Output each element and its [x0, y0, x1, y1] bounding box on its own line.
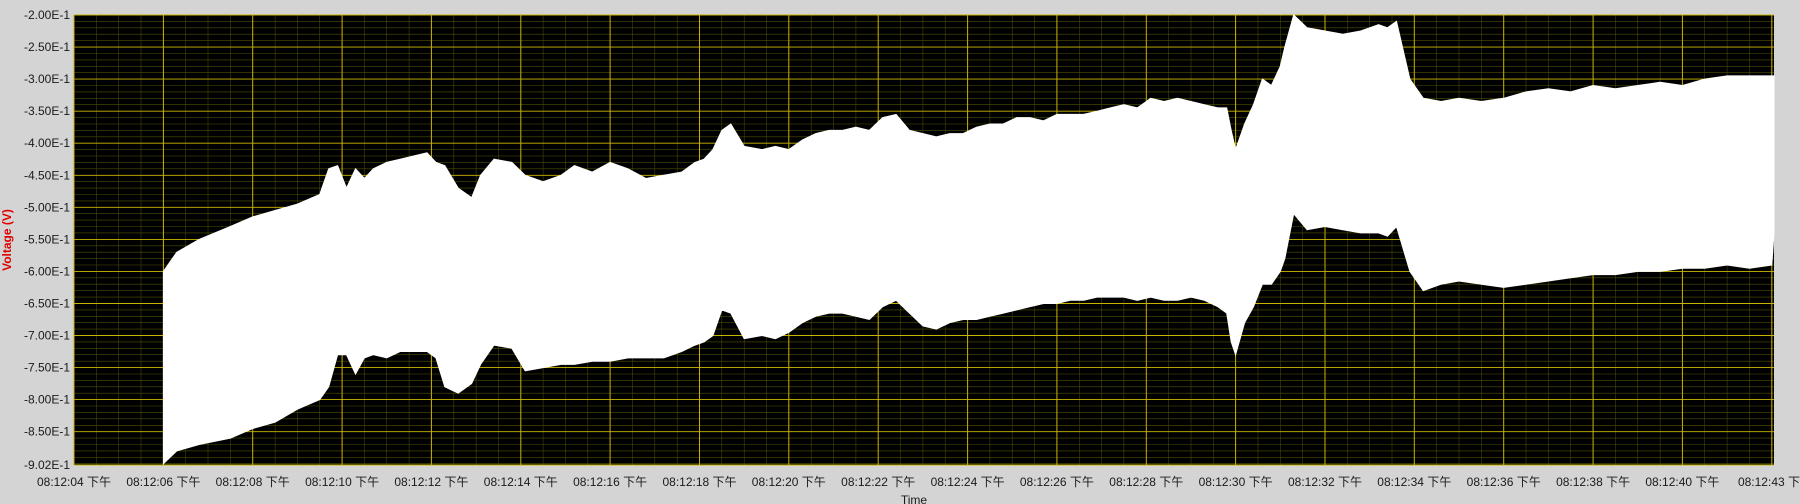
y-tick-label: -6.00E-1 — [24, 264, 70, 278]
y-tick-label: -3.00E-1 — [24, 72, 70, 86]
x-tick-label: 08:12:22 下午 — [841, 475, 915, 489]
x-tick-label: 08:12:40 下午 — [1645, 475, 1719, 489]
x-tick-label: 08:12:28 下午 — [1109, 475, 1183, 489]
x-tick-label: 08:12:06 下午 — [126, 475, 200, 489]
x-tick-label: 08:12:04 下午 — [37, 475, 111, 489]
x-tick-label: 08:12:20 下午 — [752, 475, 826, 489]
y-tick-label: -4.00E-1 — [24, 136, 70, 150]
y-tick-label: -8.50E-1 — [24, 425, 70, 439]
x-tick-label: 08:12:14 下午 — [484, 475, 558, 489]
x-tick-label: 08:12:36 下午 — [1467, 475, 1541, 489]
y-tick-label: -3.50E-1 — [24, 104, 70, 118]
x-tick-label: 08:12:10 下午 — [305, 475, 379, 489]
y-tick-label: -2.50E-1 — [24, 40, 70, 54]
x-tick-label: 08:12:24 下午 — [931, 475, 1005, 489]
x-tick-label: 08:12:16 下午 — [573, 475, 647, 489]
y-tick-label: -8.00E-1 — [24, 393, 70, 407]
x-tick-label: 08:12:43 下 — [1738, 475, 1800, 489]
x-tick-label: 08:12:30 下午 — [1199, 475, 1273, 489]
y-tick-label: -7.50E-1 — [24, 361, 70, 375]
x-tick-label: 08:12:26 下午 — [1020, 475, 1094, 489]
y-tick-label: -2.00E-1 — [24, 8, 70, 22]
y-tick-label: -7.00E-1 — [24, 329, 70, 343]
x-axis-ticks: 08:12:04 下午 08:12:06 下午 08:12:08 下午 08:12:1… — [37, 475, 1800, 489]
y-axis-ticks: -2.00E-1 -2.50E-1 -3.00E-1 -3.50E-1 -4.00E-1… — [24, 8, 70, 472]
x-tick-label: 08:12:18 下午 — [662, 475, 736, 489]
y-tick-label: -9.02E-1 — [24, 458, 70, 472]
x-tick-label: 08:12:12 下午 — [394, 475, 468, 489]
x-tick-label: 08:12:32 下午 — [1288, 475, 1362, 489]
x-axis-label: Time — [901, 493, 928, 504]
y-tick-label: -5.50E-1 — [24, 232, 70, 246]
y-tick-label: -4.50E-1 — [24, 168, 70, 182]
x-tick-label: 08:12:38 下午 — [1556, 475, 1630, 489]
signal-envelope — [162, 14, 1775, 465]
x-tick-label: 08:12:08 下午 — [216, 475, 290, 489]
x-tick-label: 08:12:34 下午 — [1377, 475, 1451, 489]
y-tick-label: -6.50E-1 — [24, 297, 70, 311]
y-tick-label: -5.00E-1 — [24, 200, 70, 214]
y-axis-label: Voltage (V) — [0, 209, 14, 271]
